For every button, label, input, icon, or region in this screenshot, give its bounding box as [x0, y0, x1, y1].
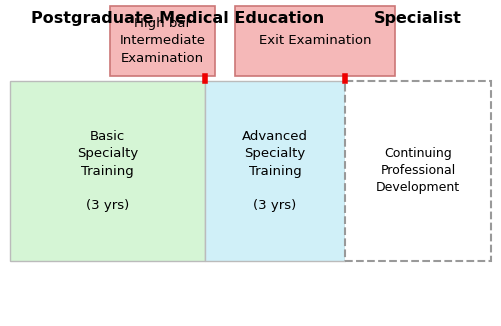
Text: Basic
Specialty
Training

(3 yrs): Basic Specialty Training (3 yrs): [77, 130, 138, 212]
Bar: [205, 81, 345, 261]
Text: Specialist: Specialist: [374, 11, 462, 26]
Bar: [10, 81, 205, 261]
Text: Advanced
Specialty
Training

(3 yrs): Advanced Specialty Training (3 yrs): [242, 130, 308, 212]
Text: High bar
Intermediate
Examination: High bar Intermediate Examination: [120, 18, 205, 65]
Text: Continuing
Professional
Development: Continuing Professional Development: [376, 147, 460, 195]
Bar: [110, 6, 215, 76]
Bar: [345, 81, 491, 261]
Bar: [235, 6, 395, 76]
Text: Exit Examination: Exit Examination: [259, 35, 371, 48]
Text: Postgraduate Medical Education: Postgraduate Medical Education: [31, 11, 324, 26]
